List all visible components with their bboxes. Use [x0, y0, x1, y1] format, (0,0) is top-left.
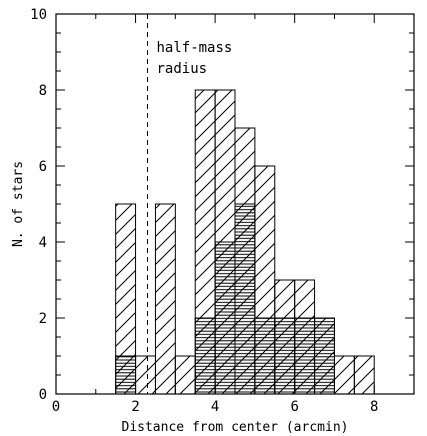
x-axis-title: Distance from center (arcmin) — [122, 420, 349, 435]
axis-ticks — [55, 13, 415, 395]
y-tick-label: 4 — [39, 235, 47, 251]
histogram-bar-horizontal — [314, 317, 335, 394]
series-horizontal-bars — [115, 203, 335, 394]
histogram-bar-diagonal — [135, 355, 156, 394]
x-tick-label: 0 — [52, 399, 60, 415]
annotation-text: radius — [156, 61, 207, 77]
histogram-bar-horizontal — [234, 203, 256, 394]
histogram-bar-horizontal — [254, 317, 276, 394]
x-tick-label: 8 — [370, 399, 378, 415]
y-tick-label: 2 — [39, 311, 47, 327]
histogram-bar-diagonal — [115, 203, 137, 394]
y-tick-label: 0 — [39, 387, 47, 403]
y-tick-label: 10 — [30, 7, 47, 23]
histogram-bar-horizontal — [274, 317, 296, 394]
histogram-bar-horizontal — [115, 355, 137, 394]
y-axis-title: N. of stars — [11, 161, 26, 247]
half-mass-annotation: half-mass radius — [146, 14, 232, 394]
y-tick-labels: 0 2 4 6 8 10 — [30, 7, 47, 403]
histogram-bar-diagonal — [154, 203, 176, 394]
histogram-bar-horizontal — [214, 241, 236, 394]
histogram-bar-diagonal — [174, 355, 196, 394]
histogram-bar-horizontal — [194, 317, 216, 394]
histogram-bar-diagonal — [333, 355, 355, 394]
histogram-bar-diagonal — [353, 355, 375, 394]
x-tick-labels: 0 2 4 6 8 — [52, 399, 379, 415]
x-tick-label: 6 — [290, 399, 298, 415]
x-tick-label: 4 — [211, 399, 219, 415]
y-tick-label: 8 — [39, 83, 47, 99]
annotation-text: half-mass — [156, 40, 232, 56]
y-tick-label: 6 — [39, 159, 47, 175]
x-tick-label: 2 — [131, 399, 139, 415]
histogram-bar-horizontal — [294, 317, 316, 394]
